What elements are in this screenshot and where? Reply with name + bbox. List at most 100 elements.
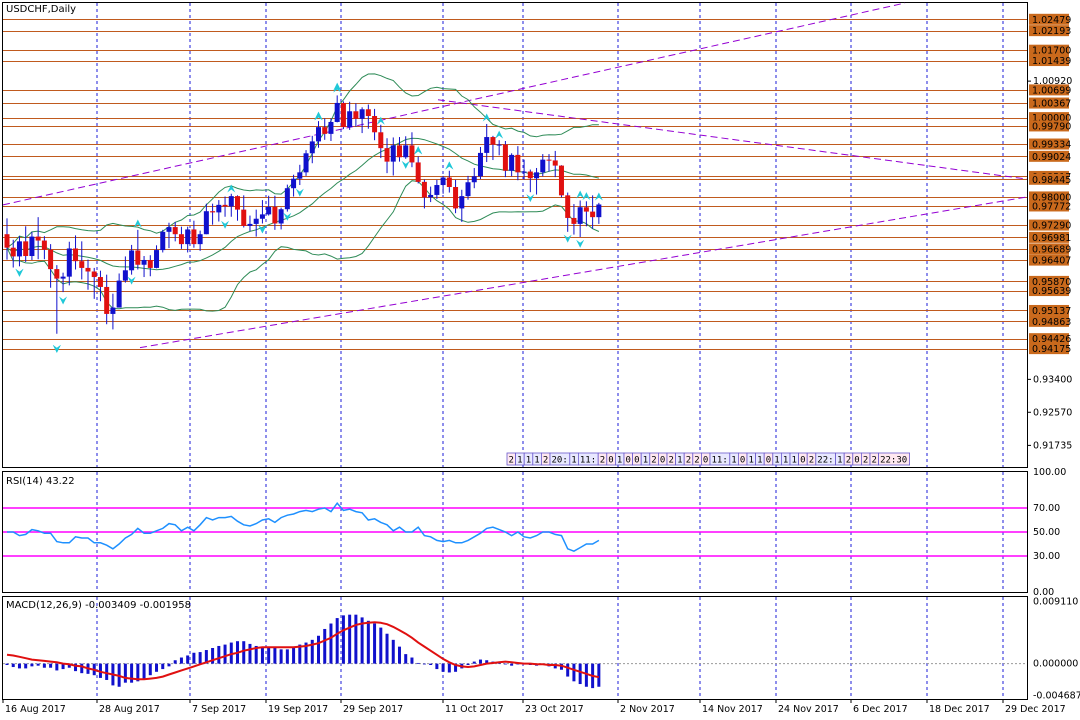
strip-text: 2 [686, 456, 691, 466]
macd-bar [142, 663, 146, 680]
macd-bar [566, 663, 570, 677]
level-label: 0.96407 [1029, 254, 1071, 267]
macd-bar [74, 663, 78, 672]
candle-body [372, 116, 378, 133]
macd-bar [42, 663, 46, 668]
candle-body [571, 217, 577, 224]
macd-bar [5, 663, 9, 665]
macd-bar [248, 643, 252, 664]
candle [378, 124, 384, 159]
strip-cell: 1 [772, 452, 782, 466]
strip-cell: 2 [869, 452, 880, 466]
level-label-text: 0.97772 [1032, 201, 1071, 212]
macd-title: MACD(12,26,9) -0.003409 -0.001958 [6, 600, 191, 611]
macd-bar [55, 663, 59, 671]
candle [365, 104, 371, 129]
fractal-up-marker [445, 161, 454, 170]
fractal-down-marker [258, 225, 267, 234]
strip-cell: 2 [506, 452, 517, 466]
strip-text: 11: [580, 456, 596, 466]
level-label-text: 0.97290 [1032, 221, 1071, 232]
candle-body [29, 236, 35, 257]
strip-text: 2 [872, 456, 877, 466]
macd-bar [242, 641, 246, 664]
level-label: 0.98445 [1029, 173, 1071, 186]
candle [421, 179, 427, 209]
candle-body [453, 187, 459, 209]
candle-body [421, 181, 427, 198]
strip-text: 2 [669, 456, 674, 466]
macd-bar [329, 623, 333, 664]
macd-bar [385, 633, 389, 664]
macd-indicator: 0.009110 0.000000 -0.004687 [5, 597, 1080, 702]
candle [116, 273, 122, 308]
candle [565, 192, 571, 232]
macd-bar [516, 663, 520, 665]
macd-bar [441, 663, 445, 672]
level-label-text: 0.99790 [1032, 121, 1071, 132]
candle [527, 169, 533, 193]
date-label: 23 Oct 2017 [525, 704, 584, 715]
candle-body [359, 109, 365, 119]
channel-line [139, 196, 1028, 349]
strip-text: 1 [792, 456, 797, 466]
candle [16, 236, 22, 267]
strip-text: 0 [660, 456, 665, 466]
strip-text: 2 [809, 456, 814, 466]
strip-text: 0 [626, 456, 631, 466]
candle [534, 167, 540, 195]
candle [35, 217, 41, 260]
symbol-strip: 2 1 1 1 2 20: 1 11: 2 0 1 0 0 1 2 0 2 1 2 2 0 11: 1 0 1 1 0 1 1 1 0 2 22… [506, 452, 910, 466]
candle-body [428, 194, 434, 198]
date-label: 29 Dec 2017 [1005, 704, 1066, 715]
macd-panel-frame [2, 596, 1028, 700]
candle-body [322, 127, 328, 134]
candle [278, 207, 284, 230]
fractal-up-marker [314, 111, 323, 120]
level-label: 0.99024 [1029, 150, 1071, 163]
candle-body [85, 267, 91, 272]
strip-text: 1 [517, 456, 522, 466]
strip-text: 2 [846, 456, 851, 466]
candle-body [534, 172, 540, 179]
rsi-tick-label: 50.00 [1033, 527, 1060, 538]
candle-body [378, 132, 384, 149]
macd-tick-label: 0.000000 [1033, 659, 1078, 670]
strip-cell: 1 [781, 452, 791, 466]
candle-body [66, 248, 72, 277]
band-middle [6, 137, 600, 271]
candle-body [60, 276, 66, 279]
candle-body [484, 137, 490, 153]
candle [253, 209, 259, 237]
candle [210, 203, 216, 225]
strip-cell: 1 [675, 452, 685, 466]
macd-bar [155, 663, 159, 672]
level-label-text: 1.01439 [1032, 56, 1071, 67]
macd-bar [304, 642, 308, 664]
macd-bar [373, 623, 377, 664]
candle [465, 175, 471, 200]
macd-signal-line [6, 621, 600, 681]
candle [259, 200, 265, 224]
candle-body [166, 227, 172, 232]
strip-text: 0 [766, 456, 771, 466]
candle-body [303, 153, 309, 173]
date-label: 2 Nov 2017 [620, 704, 675, 715]
macd-bar [466, 663, 470, 665]
level-label-box [1029, 13, 1069, 25]
level-label-box [1029, 343, 1069, 355]
level-label: 0.98000 [1029, 191, 1071, 203]
band-upper [6, 73, 599, 249]
macd-bar [578, 663, 582, 685]
macd-bar [503, 663, 507, 665]
strip-cell: 2 [692, 452, 702, 466]
candle [303, 150, 309, 176]
level-label-box [1029, 44, 1069, 56]
fractal-up-marker [376, 116, 385, 125]
macd-bar [61, 663, 65, 670]
strip-text: 2 [863, 456, 868, 466]
strip-box [878, 452, 910, 466]
candle [241, 195, 247, 228]
price-tick-label: 0.93400 [1033, 374, 1072, 385]
candle-body [228, 196, 234, 207]
